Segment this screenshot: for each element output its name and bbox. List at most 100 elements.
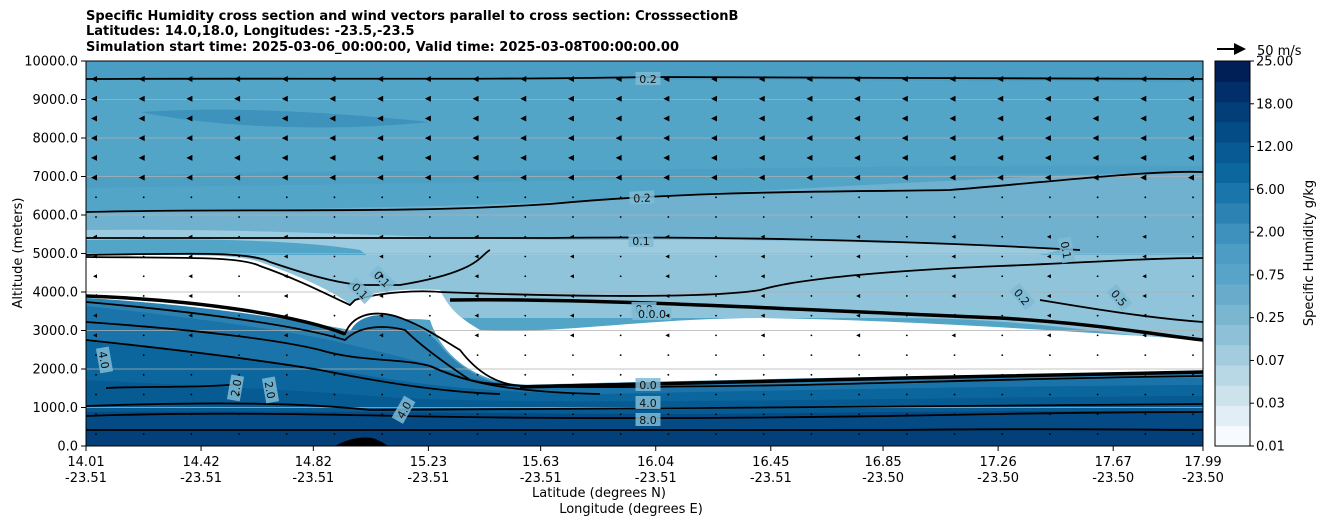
colorbar-tick-label: 0.01 (1256, 440, 1285, 455)
wind-vector (667, 216, 670, 218)
svg-text:4.0: 4.0 (639, 397, 657, 410)
wind-vector (1188, 95, 1194, 102)
wind-vector (567, 174, 574, 181)
wind-vector (472, 174, 479, 181)
wind-vector (95, 216, 97, 218)
colorbar-band (1215, 61, 1250, 82)
wind-vector (997, 115, 1004, 122)
x-tick-label-lon: -23.51 (180, 471, 222, 486)
wind-vector (619, 196, 622, 199)
wind-vector (428, 354, 431, 357)
wind-vector (238, 413, 240, 416)
wind-vector (428, 196, 431, 199)
wind-vector (186, 154, 193, 161)
wind-vector (663, 135, 670, 142)
wind-vector (715, 314, 717, 317)
wind-vector (1192, 295, 1194, 297)
wind-vector (1142, 234, 1147, 239)
wind-vector (905, 255, 908, 258)
wind-vector (1142, 333, 1147, 338)
contour-line (86, 411, 1203, 420)
wind-vector (567, 135, 574, 142)
wind-vector (619, 373, 622, 376)
wind-vector (1096, 255, 1099, 258)
colorbar-band (1215, 223, 1250, 244)
colorbar-band (1215, 405, 1250, 427)
wind-vector (520, 115, 527, 122)
wind-vector (619, 255, 622, 258)
wind-vector (142, 413, 145, 416)
svg-text:8.0: 8.0 (639, 414, 657, 427)
wind-vector (329, 135, 336, 142)
wind-vector (285, 196, 288, 199)
wind-vector (190, 393, 193, 396)
wind-vector (329, 174, 336, 181)
wind-vector (951, 333, 956, 338)
wind-vector (572, 354, 574, 357)
wind-vector (856, 234, 861, 239)
colorbar-band (1215, 283, 1250, 305)
colorbar-band (1215, 344, 1250, 366)
wind-vector (858, 196, 861, 199)
wind-vector (472, 115, 479, 122)
wind-vector (615, 154, 622, 161)
wind-vector (806, 76, 813, 82)
wind-vector (619, 354, 622, 357)
wind-vector (858, 354, 861, 357)
wind-vector (1044, 115, 1051, 122)
wind-vector (810, 196, 813, 199)
wind-vector (524, 354, 527, 357)
wind-vector (381, 216, 384, 218)
wind-vector (95, 433, 97, 435)
wind-vector (665, 254, 670, 259)
wind-vector (333, 334, 336, 337)
colorbar-band (1215, 121, 1250, 143)
x-axis: 14.01-23.5114.42-23.5114.82-23.5115.23-2… (65, 446, 1224, 486)
wind-vector (569, 313, 574, 318)
svg-text:0.1: 0.1 (1058, 240, 1074, 259)
wind-vector (520, 154, 527, 161)
wind-vector (91, 154, 97, 161)
wind-vector (1192, 354, 1194, 357)
chart-title-line-3: Simulation start time: 2025-03-06_00:00:… (86, 40, 679, 55)
wind-vector (615, 115, 622, 122)
wind-vector (1092, 76, 1099, 82)
wind-vector (1140, 135, 1147, 142)
wind-vector (428, 334, 431, 337)
wind-vector (1144, 196, 1147, 199)
wind-vector (186, 174, 193, 181)
y-tick-label: 0.0 (57, 440, 78, 455)
wind-vector (1092, 115, 1099, 122)
wind-vector (285, 354, 288, 357)
wind-vector (381, 433, 384, 435)
wind-vector (95, 393, 97, 396)
wind-vector (758, 135, 765, 142)
x-tick-label-lat: 17.67 (1095, 455, 1132, 470)
wind-vector (1049, 393, 1051, 396)
wind-vector (854, 174, 861, 181)
x-tick-label-lat: 16.45 (752, 455, 789, 470)
wind-vector (1044, 174, 1051, 181)
wind-vector (997, 174, 1004, 181)
wind-vector (953, 196, 956, 199)
wind-vector (474, 313, 479, 318)
wind-vector (95, 373, 97, 376)
wind-vector (760, 293, 765, 298)
wind-vector (238, 196, 240, 199)
wind-vector (715, 196, 717, 199)
wind-vector (905, 433, 908, 435)
wind-vector (1096, 334, 1099, 337)
wind-vector (285, 433, 288, 435)
wind-vector (1001, 216, 1004, 218)
wind-vector (905, 334, 908, 337)
wind-vector (234, 174, 241, 181)
wind-vector (858, 216, 861, 218)
wind-vector (428, 216, 431, 218)
wind-vector (381, 354, 384, 357)
wind-vector (619, 393, 622, 396)
wind-vector (377, 95, 384, 102)
wind-vector (138, 76, 145, 82)
wind-vector (905, 314, 908, 317)
colorbar-tick-label: 0.07 (1256, 354, 1285, 369)
wind-vector (806, 154, 813, 161)
